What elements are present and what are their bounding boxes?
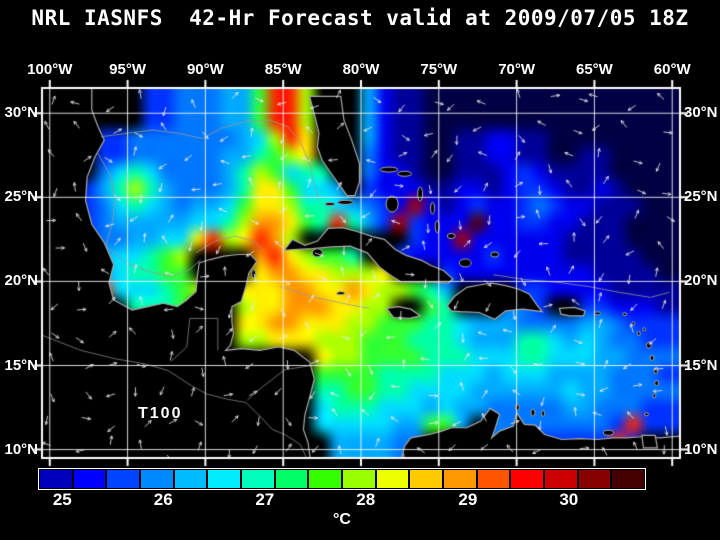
colorbar-segment (242, 470, 274, 488)
colorbar-segment (511, 470, 544, 488)
colorbar-tick-label: 25 (52, 490, 72, 509)
colorbar (38, 468, 646, 490)
lat-tick-label-right: 20°N (684, 272, 718, 290)
colorbar-tick-label: 28 (356, 490, 376, 509)
colorbar-segment (376, 470, 409, 488)
colorbar-unit-label: °C (333, 511, 351, 528)
lon-tick-label: 95°W (109, 61, 146, 78)
lon-tick-label: 75°W (420, 61, 458, 78)
colorbar-tick-label: 30 (559, 490, 579, 509)
lat-tick-label-right: 30°N (684, 104, 718, 122)
lon-tick-label: 100°W (27, 61, 73, 78)
lon-tick-label: 60°W (653, 61, 691, 78)
colorbar-segment (208, 470, 241, 488)
colorbar-tick-label: 27 (255, 490, 275, 509)
lat-tick-label-left: 30°N (4, 104, 38, 122)
colorbar-segment (477, 470, 510, 488)
colorbar-segment (107, 470, 140, 488)
lat-tick-label-left: 10°N (4, 440, 38, 458)
colorbar-segment (410, 470, 443, 488)
colorbar-segment (612, 470, 645, 488)
colorbar-segment (275, 470, 308, 488)
lon-tick-label: 70°W (498, 61, 536, 78)
lon-tick-label: 85°W (264, 61, 302, 78)
colorbar-segment (141, 470, 173, 488)
lon-tick-label: 80°W (342, 61, 380, 78)
lat-tick-label-left: 20°N (4, 272, 38, 290)
lat-tick-label-right: 15°N (684, 356, 718, 374)
colorbar-tick-label: 26 (153, 490, 173, 509)
lat-tick-label-left: 15°N (4, 356, 38, 374)
lon-tick-label: 65°W (575, 61, 613, 78)
colorbar-segment (174, 470, 207, 488)
colorbar-segment (40, 470, 72, 488)
lat-tick-label-right: 25°N (684, 188, 718, 206)
lon-tick-label: 90°W (186, 61, 224, 78)
lat-tick-label-right: 10°N (684, 440, 718, 458)
colorbar-segment (73, 470, 106, 488)
colorbar-segment (309, 470, 342, 488)
colorbar-segment (444, 470, 476, 488)
colorbar-tick-label: 29 (458, 490, 478, 509)
colorbar-segment (545, 470, 577, 488)
colorbar-segment (578, 470, 611, 488)
lat-tick-label-left: 25°N (4, 188, 38, 206)
field-name-label: T100 (138, 405, 183, 422)
figure-title: NRL IASNFS 42-Hr Forecast valid at 2009/… (31, 6, 689, 30)
colorbar-segment (343, 470, 375, 488)
